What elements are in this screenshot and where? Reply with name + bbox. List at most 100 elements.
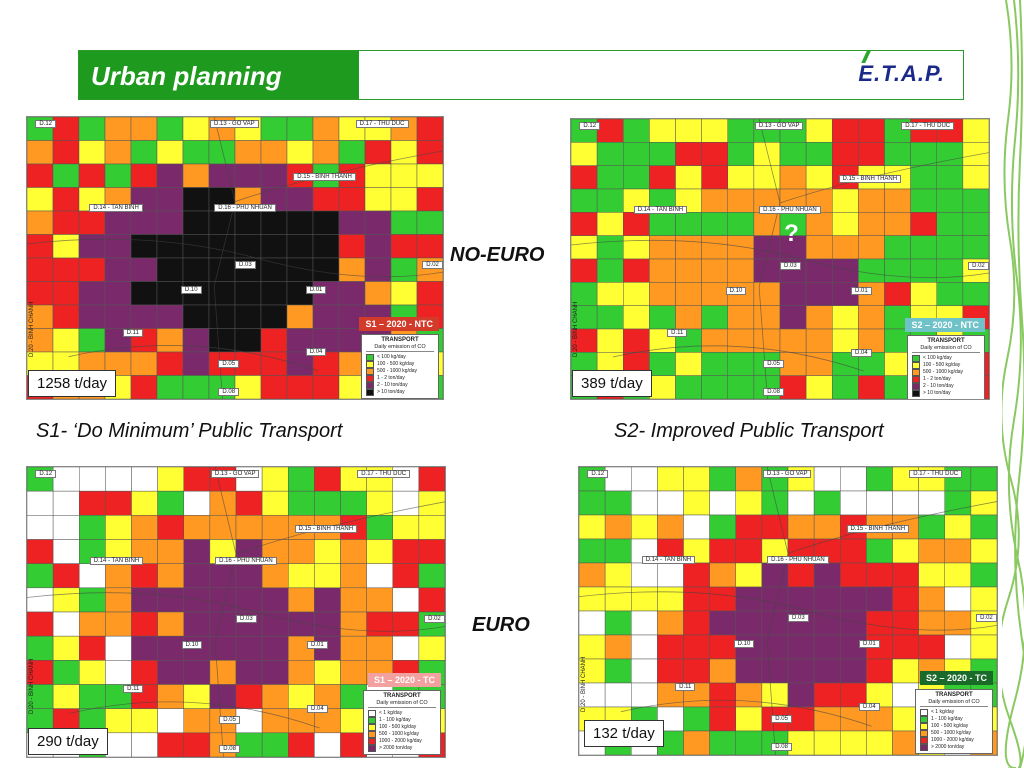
grid-cell bbox=[866, 490, 893, 516]
grid-cell bbox=[27, 515, 54, 540]
grid-cell bbox=[604, 682, 632, 708]
grid-cell bbox=[892, 586, 919, 612]
grid-cell bbox=[78, 210, 106, 235]
scenario-badge: S2 – 2020 - TC bbox=[919, 671, 993, 686]
emission-map-s1-euro: D.12 D.13 - GO VAP D.17 - THU DUC D.15 - BI… bbox=[26, 466, 446, 758]
grid-cell bbox=[314, 539, 341, 564]
grid-cell bbox=[209, 611, 237, 637]
district-label-d10: D.10 bbox=[180, 286, 202, 295]
legend-label: 100 - 500 kg/day bbox=[379, 724, 417, 731]
grid-cell bbox=[390, 187, 418, 212]
grid-cell bbox=[79, 515, 106, 540]
grid-cell bbox=[604, 467, 632, 492]
grid-cell bbox=[312, 257, 340, 282]
district-label-d14: D.14 - TAN BINH bbox=[89, 556, 144, 565]
grid-cell bbox=[735, 730, 763, 755]
district-label-d14: D.14 - TAN BINH bbox=[89, 204, 143, 213]
legend-item: 100 - 500 kg/day bbox=[366, 361, 434, 369]
legend-label: 500 - 1000 kg/day bbox=[923, 368, 964, 375]
district-label-d08: D.08 bbox=[771, 743, 792, 752]
grid-cell bbox=[840, 586, 867, 612]
grid-cell bbox=[234, 163, 262, 188]
grid-cell bbox=[52, 563, 80, 589]
grid-cell bbox=[683, 514, 710, 540]
district-label-d13: D.13 - GO VAP bbox=[210, 119, 259, 128]
map-legend: TRANSPORT Daily emission of CO < 100 kg/da… bbox=[361, 334, 439, 399]
grid-cell bbox=[130, 140, 158, 165]
grid-cell bbox=[157, 708, 184, 734]
legend-item: 500 - 1000 kg/day bbox=[368, 731, 436, 739]
grid-cell bbox=[52, 257, 80, 282]
grid-cell bbox=[832, 188, 859, 213]
grid-cell bbox=[338, 234, 366, 259]
grid-cell bbox=[418, 587, 445, 613]
legend-swatch bbox=[920, 715, 928, 723]
grid-cell bbox=[944, 610, 972, 636]
grid-cell bbox=[27, 611, 54, 637]
grid-cell bbox=[735, 658, 763, 684]
grid-cell bbox=[761, 634, 789, 660]
grid-cell bbox=[657, 658, 684, 684]
district-label-d04: D.04 bbox=[851, 348, 872, 357]
grid-cell bbox=[579, 538, 606, 564]
legend-item: > 2000 ton/day bbox=[920, 743, 988, 751]
grid-cell bbox=[805, 258, 833, 283]
grid-cell bbox=[779, 165, 807, 190]
grid-cell bbox=[286, 375, 314, 399]
grid-cell bbox=[884, 212, 911, 236]
grid-cell bbox=[918, 490, 945, 516]
grid-cell bbox=[596, 258, 624, 283]
grid-cell bbox=[805, 212, 833, 236]
grid-cell bbox=[735, 586, 763, 612]
grid-cell bbox=[805, 305, 833, 330]
grid-cell bbox=[649, 142, 676, 166]
grid-cell bbox=[157, 539, 184, 564]
grid-cell bbox=[779, 305, 807, 330]
grid-cell bbox=[787, 490, 815, 516]
grid-cell bbox=[683, 634, 710, 660]
grid-cell bbox=[288, 587, 315, 613]
grid-cell bbox=[623, 119, 650, 143]
grid-cell bbox=[312, 304, 340, 329]
district-label-d17: D.17 - THU DUC bbox=[357, 469, 411, 478]
grid-cell bbox=[209, 490, 237, 516]
legend-swatch bbox=[368, 717, 376, 725]
grid-cell bbox=[962, 119, 989, 143]
district-label-d04: D.04 bbox=[307, 704, 328, 713]
grid-cell bbox=[104, 234, 132, 259]
grid-cell bbox=[727, 212, 755, 236]
grid-cell bbox=[936, 165, 964, 190]
grid-cell bbox=[962, 212, 989, 236]
grid-cell bbox=[596, 282, 624, 306]
legend-label: > 10 ton/day bbox=[377, 389, 405, 396]
grid-cell bbox=[805, 282, 833, 306]
grid-cell bbox=[832, 305, 859, 330]
grid-cell bbox=[866, 682, 893, 708]
grid-cell bbox=[52, 684, 80, 709]
district-label-d20: D.20 - BINH CHANH bbox=[581, 656, 587, 712]
grid-cell bbox=[962, 282, 989, 306]
grid-cell bbox=[970, 586, 997, 612]
grid-cell bbox=[571, 165, 598, 190]
grid-cell bbox=[261, 467, 289, 492]
grid-cell bbox=[735, 682, 763, 708]
grid-cell bbox=[78, 281, 106, 306]
grid-cell bbox=[735, 538, 763, 564]
district-label-d04: D.04 bbox=[859, 703, 880, 712]
grid-cell bbox=[340, 539, 367, 564]
district-label-d04: D.04 bbox=[305, 348, 327, 357]
grid-cell bbox=[579, 514, 606, 540]
grid-cell bbox=[364, 140, 392, 165]
grid-cell bbox=[571, 258, 598, 283]
grid-cell bbox=[813, 467, 841, 492]
district-label-d03: D.03 bbox=[236, 614, 257, 623]
grid-cell bbox=[858, 235, 885, 260]
grid-cell bbox=[840, 562, 867, 588]
grid-cell bbox=[701, 352, 728, 376]
grid-cell bbox=[683, 467, 710, 492]
caption-s1: S1- ‘Do Minimum’ Public Transport bbox=[36, 420, 343, 442]
grid-cell bbox=[604, 658, 632, 684]
grid-cell bbox=[235, 515, 263, 540]
grid-cell bbox=[156, 375, 184, 399]
grid-cell bbox=[805, 328, 833, 353]
